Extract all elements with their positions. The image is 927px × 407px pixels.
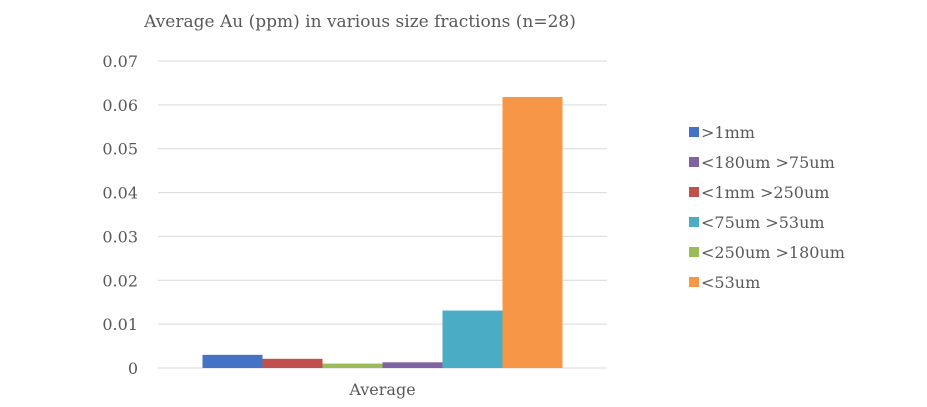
- legend-swatch: [689, 277, 699, 287]
- gridlines: [158, 60, 607, 369]
- y-tick-label: 0.03: [102, 227, 138, 246]
- bars: [202, 96, 563, 368]
- y-tick-label: 0: [128, 359, 138, 378]
- legend-swatch: [689, 187, 699, 197]
- legend-swatch: [689, 127, 699, 137]
- bar: [202, 354, 263, 368]
- bar: [382, 362, 443, 368]
- y-tick-label: 0.06: [102, 96, 138, 115]
- y-tick-label: 0.02: [102, 271, 138, 290]
- chart-title: Average Au (ppm) in various size fractio…: [143, 12, 576, 32]
- legend-label: >1mm: [701, 123, 755, 142]
- legend-label: <1mm >250um: [701, 183, 829, 202]
- bar: [442, 310, 503, 368]
- y-tick-label: 0.04: [102, 184, 138, 203]
- legend-label: <53um: [701, 273, 760, 292]
- y-tick-label: 0.07: [102, 52, 138, 71]
- bar: [262, 358, 323, 368]
- bar: [322, 363, 383, 368]
- x-category-label: Average: [348, 380, 415, 399]
- legend-label: <180um >75um: [701, 153, 835, 172]
- legend-label: <75um >53um: [701, 213, 825, 232]
- x-axis-categories: Average: [348, 380, 415, 399]
- legend-swatch: [689, 247, 699, 257]
- bar: [502, 96, 563, 368]
- y-tick-label: 0.05: [102, 140, 138, 159]
- legend: >1mm <180um >75um <1mm >250um <75um >53um <2…: [689, 123, 845, 292]
- legend-swatch: [689, 217, 699, 227]
- y-tick-label: 0.01: [102, 315, 138, 334]
- y-axis-ticks: 0 0.01 0.02 0.03 0.04 0.05 0.06 0.07: [102, 52, 138, 378]
- legend-label: <250um >180um: [701, 243, 845, 262]
- legend-swatch: [689, 157, 699, 167]
